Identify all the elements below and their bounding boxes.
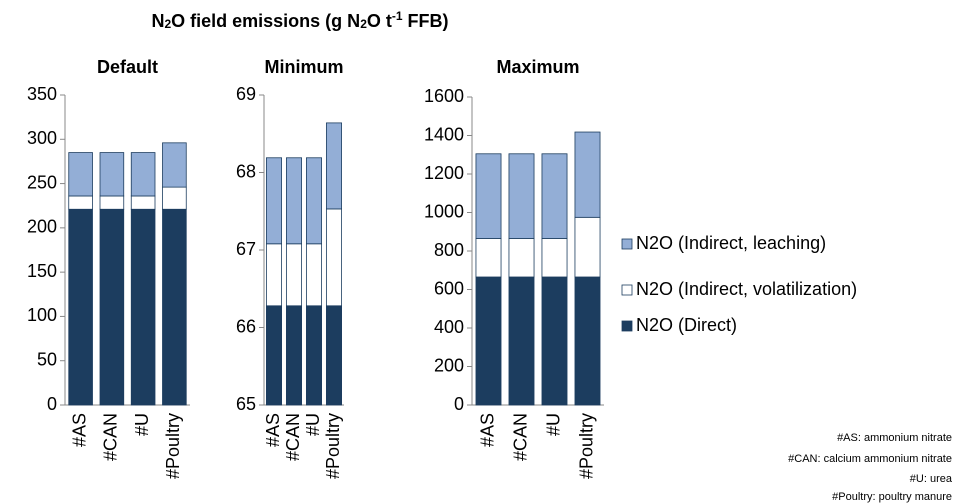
bar-segment	[574, 131, 601, 218]
bar-segment	[508, 238, 535, 278]
y-tick-label: 350	[27, 84, 57, 104]
x-tick-label: #CAN	[101, 413, 121, 461]
y-tick-label: 0	[454, 394, 464, 414]
bar-segment	[99, 195, 125, 210]
y-tick-label: 1400	[424, 124, 464, 144]
x-tick-label: #CAN	[510, 413, 530, 461]
bar-segment	[541, 238, 568, 278]
bar-segment	[475, 238, 502, 278]
y-tick-label: 250	[27, 172, 57, 192]
bar-segment	[541, 276, 568, 406]
legend-label: N2O (Indirect, volatilization)	[636, 279, 857, 299]
bar-segment	[508, 276, 535, 406]
title-part: FFB)	[403, 11, 449, 31]
y-tick-label: 67	[236, 239, 256, 259]
title-part: O t	[367, 11, 392, 31]
bar-segment	[475, 276, 502, 406]
chart-title: N2O field emissions (g N2O t-1 FFB)	[151, 9, 448, 31]
subplot-title: Maximum	[496, 57, 579, 77]
bar-segment	[99, 152, 125, 197]
bar-segment	[574, 276, 601, 406]
legend-swatch	[621, 320, 633, 332]
bar-segment	[265, 305, 282, 406]
footnote: #CAN: calcium ammonium nitrate	[788, 453, 952, 465]
title-part: 2	[164, 17, 171, 31]
bar-segment	[285, 305, 302, 406]
bar-segment	[541, 153, 568, 239]
bar-segment	[130, 208, 156, 406]
bar-segment	[305, 243, 322, 307]
y-tick-label: 400	[434, 317, 464, 337]
y-tick-label: 1200	[424, 163, 464, 183]
y-tick-label: 50	[37, 349, 57, 369]
bar-segment	[508, 153, 535, 239]
subplot-title: Default	[97, 57, 158, 77]
y-tick-label: 69	[236, 84, 256, 104]
legend-label: N2O (Direct)	[636, 315, 737, 335]
y-tick-label: 200	[434, 355, 464, 375]
footnote: #Poultry: poultry manure	[832, 491, 952, 503]
bar-segment	[475, 153, 502, 239]
y-tick-label: 65	[236, 394, 256, 414]
footnote: #U: urea	[910, 473, 953, 485]
x-tick-label: #U	[543, 413, 563, 436]
bar-segment	[305, 157, 322, 245]
y-tick-label: 600	[434, 278, 464, 298]
bar-segment	[99, 208, 125, 406]
footnote: #AS: ammonium nitrate	[837, 432, 952, 444]
y-tick-label: 300	[27, 128, 57, 148]
bar-segment	[285, 243, 302, 307]
x-tick-label: #U	[132, 413, 152, 436]
legend-swatch	[621, 284, 633, 296]
bar-segment	[325, 122, 342, 210]
bar-segment	[265, 243, 282, 307]
y-tick-label: 200	[27, 217, 57, 237]
x-tick-label: #Poultry	[576, 413, 596, 479]
x-tick-label: #CAN	[283, 413, 303, 461]
bar-segment	[162, 208, 187, 406]
x-tick-label: #AS	[477, 413, 497, 447]
bar-segment	[162, 142, 187, 188]
subplot-title: Minimum	[265, 57, 344, 77]
y-tick-label: 66	[236, 316, 256, 336]
y-tick-label: 1600	[424, 86, 464, 106]
legend-swatch	[621, 238, 633, 250]
y-tick-label: 800	[434, 240, 464, 260]
x-tick-label: #AS	[69, 413, 89, 447]
bar-segment	[68, 195, 93, 210]
legend-label: N2O (Indirect, leaching)	[636, 233, 826, 253]
y-tick-label: 68	[236, 161, 256, 181]
bar-segment	[68, 208, 93, 406]
bar-segment	[305, 305, 322, 406]
x-tick-label: #Poultry	[323, 413, 343, 479]
y-tick-label: 0	[47, 394, 57, 414]
bar-segment	[285, 157, 302, 245]
x-tick-label: #Poultry	[163, 413, 183, 479]
y-tick-label: 1000	[424, 201, 464, 221]
bar-segment	[265, 157, 282, 245]
y-tick-label: 150	[27, 261, 57, 281]
bar-segment	[130, 152, 156, 197]
bar-segment	[68, 152, 93, 197]
bar-segment	[162, 186, 187, 210]
title-part: N	[151, 11, 164, 31]
bar-segment	[130, 195, 156, 210]
bar-segment	[574, 216, 601, 278]
title-part: -1	[392, 9, 403, 23]
title-part: 2	[360, 17, 367, 31]
x-tick-label: #AS	[263, 413, 283, 447]
x-tick-label: #U	[303, 413, 323, 436]
bar-segment	[325, 305, 342, 406]
title-part: O field emissions (g N	[171, 11, 360, 31]
bar-segment	[325, 208, 342, 307]
y-tick-label: 100	[27, 305, 57, 325]
